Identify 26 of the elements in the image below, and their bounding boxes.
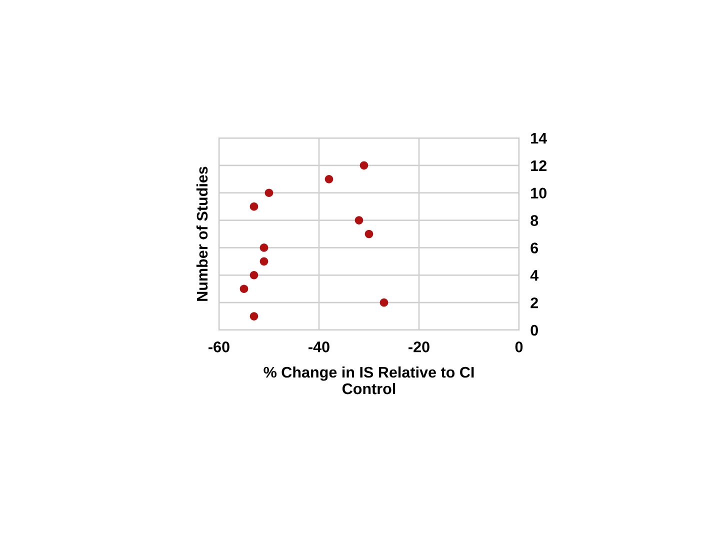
- y-tick-label: 4: [530, 270, 539, 281]
- y-tick-label: 6: [530, 242, 538, 254]
- x-tick-label: 0: [515, 342, 523, 352]
- y-tick-label: 10: [531, 188, 546, 199]
- point: [360, 161, 368, 170]
- y-axis-title: Number of Studies: [196, 166, 208, 301]
- point: [264, 188, 274, 198]
- point: [324, 174, 334, 184]
- x-tick-label: -20: [408, 342, 430, 352]
- point: [250, 312, 258, 320]
- x-axis-title: % Change in IS Relative to CI Control: [264, 366, 474, 394]
- point: [250, 202, 258, 211]
- y-tick-label: 14: [531, 133, 548, 144]
- point: [250, 270, 258, 280]
- point: [260, 244, 268, 252]
- x-tick-label: -60: [208, 342, 230, 352]
- y-tick-label: 2: [530, 297, 538, 308]
- y-tick-label: 12: [531, 160, 546, 171]
- y-tick-label: 0: [530, 324, 538, 336]
- point: [380, 298, 388, 307]
- y-tick-label: 8: [530, 215, 538, 226]
- x-tick-label: -40: [308, 342, 330, 352]
- point: [240, 284, 248, 294]
- point: [364, 230, 374, 238]
- point: [354, 216, 364, 224]
- point: [260, 257, 268, 266]
